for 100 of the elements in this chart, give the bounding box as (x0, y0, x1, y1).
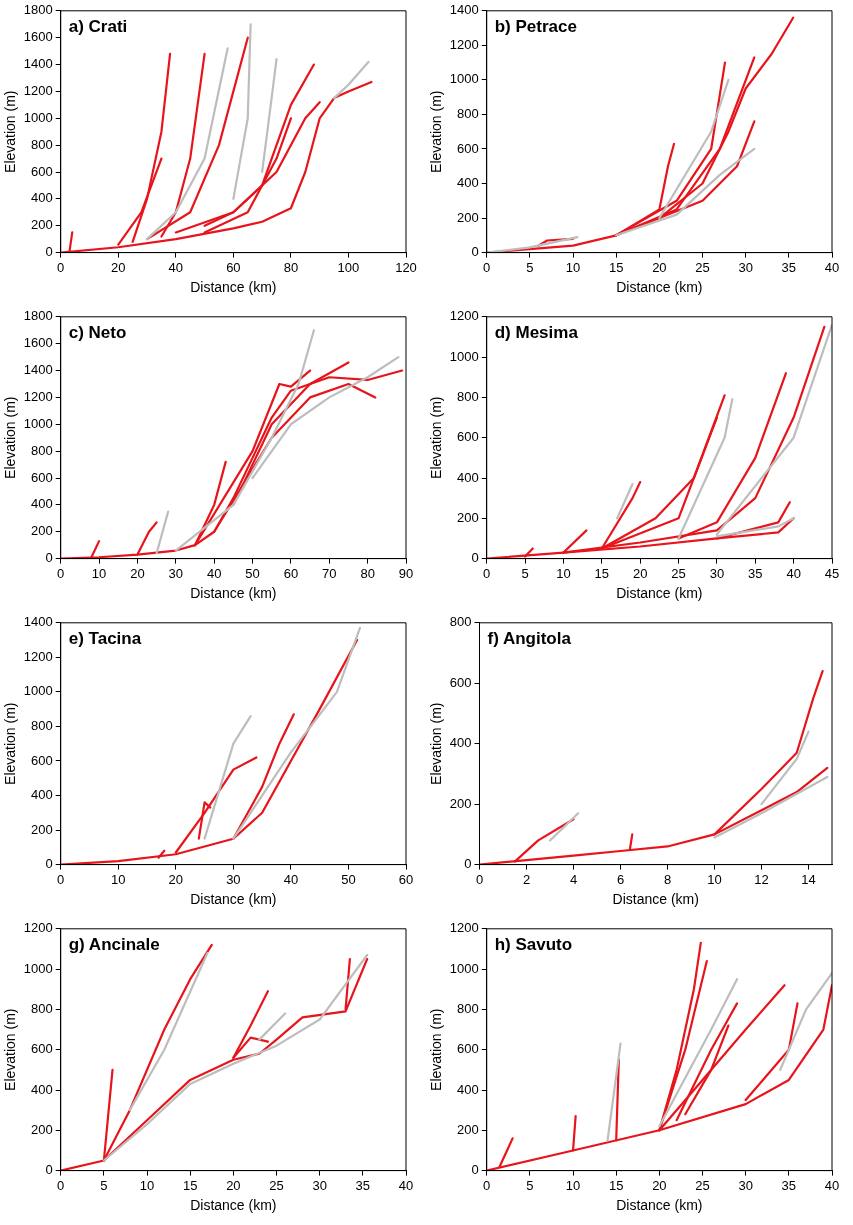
y-tick-label: 1000 (449, 348, 479, 364)
y-tick-label: 800 (31, 442, 53, 458)
x-tick-label: 40 (824, 259, 840, 275)
y-tick-label: 200 (31, 821, 53, 837)
y-tick-label: 0 (471, 244, 479, 260)
y-tick-label: 600 (31, 163, 53, 179)
y-axis-title: Elevation (m) (2, 90, 19, 173)
x-tick-label: 30 (709, 565, 725, 581)
y-tick-label: 600 (31, 469, 53, 485)
x-tick-label: 15 (594, 565, 610, 581)
y-axis-title: Elevation (m) (2, 1008, 19, 1091)
chart-title: b) Petrace (494, 16, 577, 36)
y-tick-label: 1000 (23, 415, 53, 431)
y-tick-label: 1200 (449, 920, 479, 936)
y-tick-label: 800 (457, 1000, 479, 1016)
y-tick-label: 1600 (23, 29, 53, 45)
y-tick-label: 200 (457, 1121, 479, 1137)
y-tick-label: 200 (457, 509, 479, 525)
chart-title: f) Angitola (487, 628, 572, 648)
x-axis-title: Distance (km) (190, 891, 277, 908)
x-tick-label: 10 (707, 871, 722, 887)
x-tick-label: 40 (398, 1177, 414, 1193)
chart-title: a) Crati (68, 16, 128, 36)
y-axis-title: Elevation (m) (2, 702, 19, 785)
y-tick-label: 200 (449, 795, 472, 811)
y-tick-label: 200 (31, 523, 53, 539)
y-tick-label: 1000 (449, 71, 479, 87)
x-tick-label: 0 (57, 871, 65, 887)
chart-title: h) Savuto (494, 934, 573, 954)
y-tick-label: 1000 (449, 960, 479, 976)
y-tick-label: 600 (457, 1041, 479, 1057)
y-tick-label: 800 (457, 106, 479, 122)
y-tick-label: 400 (31, 787, 53, 803)
y-tick-label: 1600 (23, 335, 53, 351)
y-tick-label: 1200 (449, 36, 479, 52)
y-tick-label: 400 (457, 175, 479, 191)
x-tick-label: 4 (569, 871, 578, 887)
y-tick-label: 1200 (23, 920, 53, 936)
x-axis-title: Distance (km) (616, 1197, 703, 1214)
x-tick-label: 60 (398, 871, 414, 887)
y-tick-label: 600 (457, 429, 479, 445)
x-tick-label: 0 (57, 565, 65, 581)
x-tick-label: 25 (695, 1177, 710, 1193)
x-axis-title: Distance (km) (612, 891, 699, 908)
x-tick-label: 50 (245, 565, 260, 581)
x-tick-label: 40 (206, 565, 222, 581)
x-tick-label: 40 (786, 565, 801, 581)
x-tick-label: 6 (616, 871, 625, 887)
x-axis-title: Distance (km) (616, 279, 703, 296)
x-tick-label: 40 (824, 1177, 840, 1193)
y-tick-label: 1200 (23, 82, 53, 98)
y-tick-label: 800 (31, 136, 53, 152)
x-tick-label: 20 (111, 259, 126, 275)
y-tick-label: 400 (31, 496, 53, 512)
x-tick-label: 60 (226, 259, 241, 275)
y-tick-label: 1800 (23, 2, 53, 18)
x-tick-label: 0 (57, 259, 65, 275)
x-tick-label: 0 (483, 1177, 491, 1193)
x-tick-label: 25 (671, 565, 686, 581)
y-tick-label: 1400 (23, 56, 53, 72)
x-tick-label: 5 (521, 565, 529, 581)
y-tick-label: 0 (464, 856, 472, 872)
y-axis-title: Elevation (m) (2, 396, 19, 479)
x-tick-label: 40 (283, 871, 299, 887)
x-tick-label: 35 (748, 565, 763, 581)
x-tick-label: 8 (663, 871, 672, 887)
y-axis-title: Elevation (m) (428, 702, 445, 785)
y-tick-label: 200 (31, 1121, 53, 1137)
x-tick-label: 14 (801, 871, 816, 887)
x-tick-label: 120 (395, 259, 417, 275)
chart-title: e) Tacina (68, 628, 142, 648)
x-tick-label: 50 (341, 871, 356, 887)
x-tick-label: 30 (738, 259, 753, 275)
x-tick-label: 25 (695, 259, 710, 275)
y-tick-label: 1400 (449, 2, 479, 18)
x-tick-label: 15 (182, 1177, 198, 1193)
y-axis-title: Elevation (m) (428, 396, 445, 479)
x-tick-label: 80 (283, 259, 299, 275)
y-tick-label: 1800 (23, 308, 53, 324)
chart-title: c) Neto (68, 322, 127, 342)
y-axis-title: Elevation (m) (428, 1008, 445, 1091)
x-tick-label: 30 (168, 565, 184, 581)
y-tick-label: 600 (31, 1041, 53, 1057)
y-tick-label: 0 (45, 856, 53, 872)
x-tick-label: 30 (312, 1177, 327, 1193)
y-tick-label: 0 (471, 1162, 479, 1178)
y-tick-label: 0 (471, 550, 479, 566)
y-tick-label: 1200 (23, 648, 53, 664)
chart-title: g) Ancinale (68, 934, 160, 954)
x-tick-label: 12 (754, 871, 769, 887)
x-tick-label: 100 (337, 259, 360, 275)
y-tick-label: 1400 (23, 614, 53, 630)
x-tick-label: 40 (168, 259, 184, 275)
y-tick-label: 600 (31, 752, 53, 768)
y-tick-label: 400 (449, 735, 472, 751)
x-tick-label: 5 (526, 1177, 534, 1193)
x-tick-label: 60 (283, 565, 299, 581)
x-tick-label: 20 (226, 1177, 241, 1193)
y-tick-label: 400 (457, 1081, 479, 1097)
x-tick-label: 0 (483, 259, 491, 275)
